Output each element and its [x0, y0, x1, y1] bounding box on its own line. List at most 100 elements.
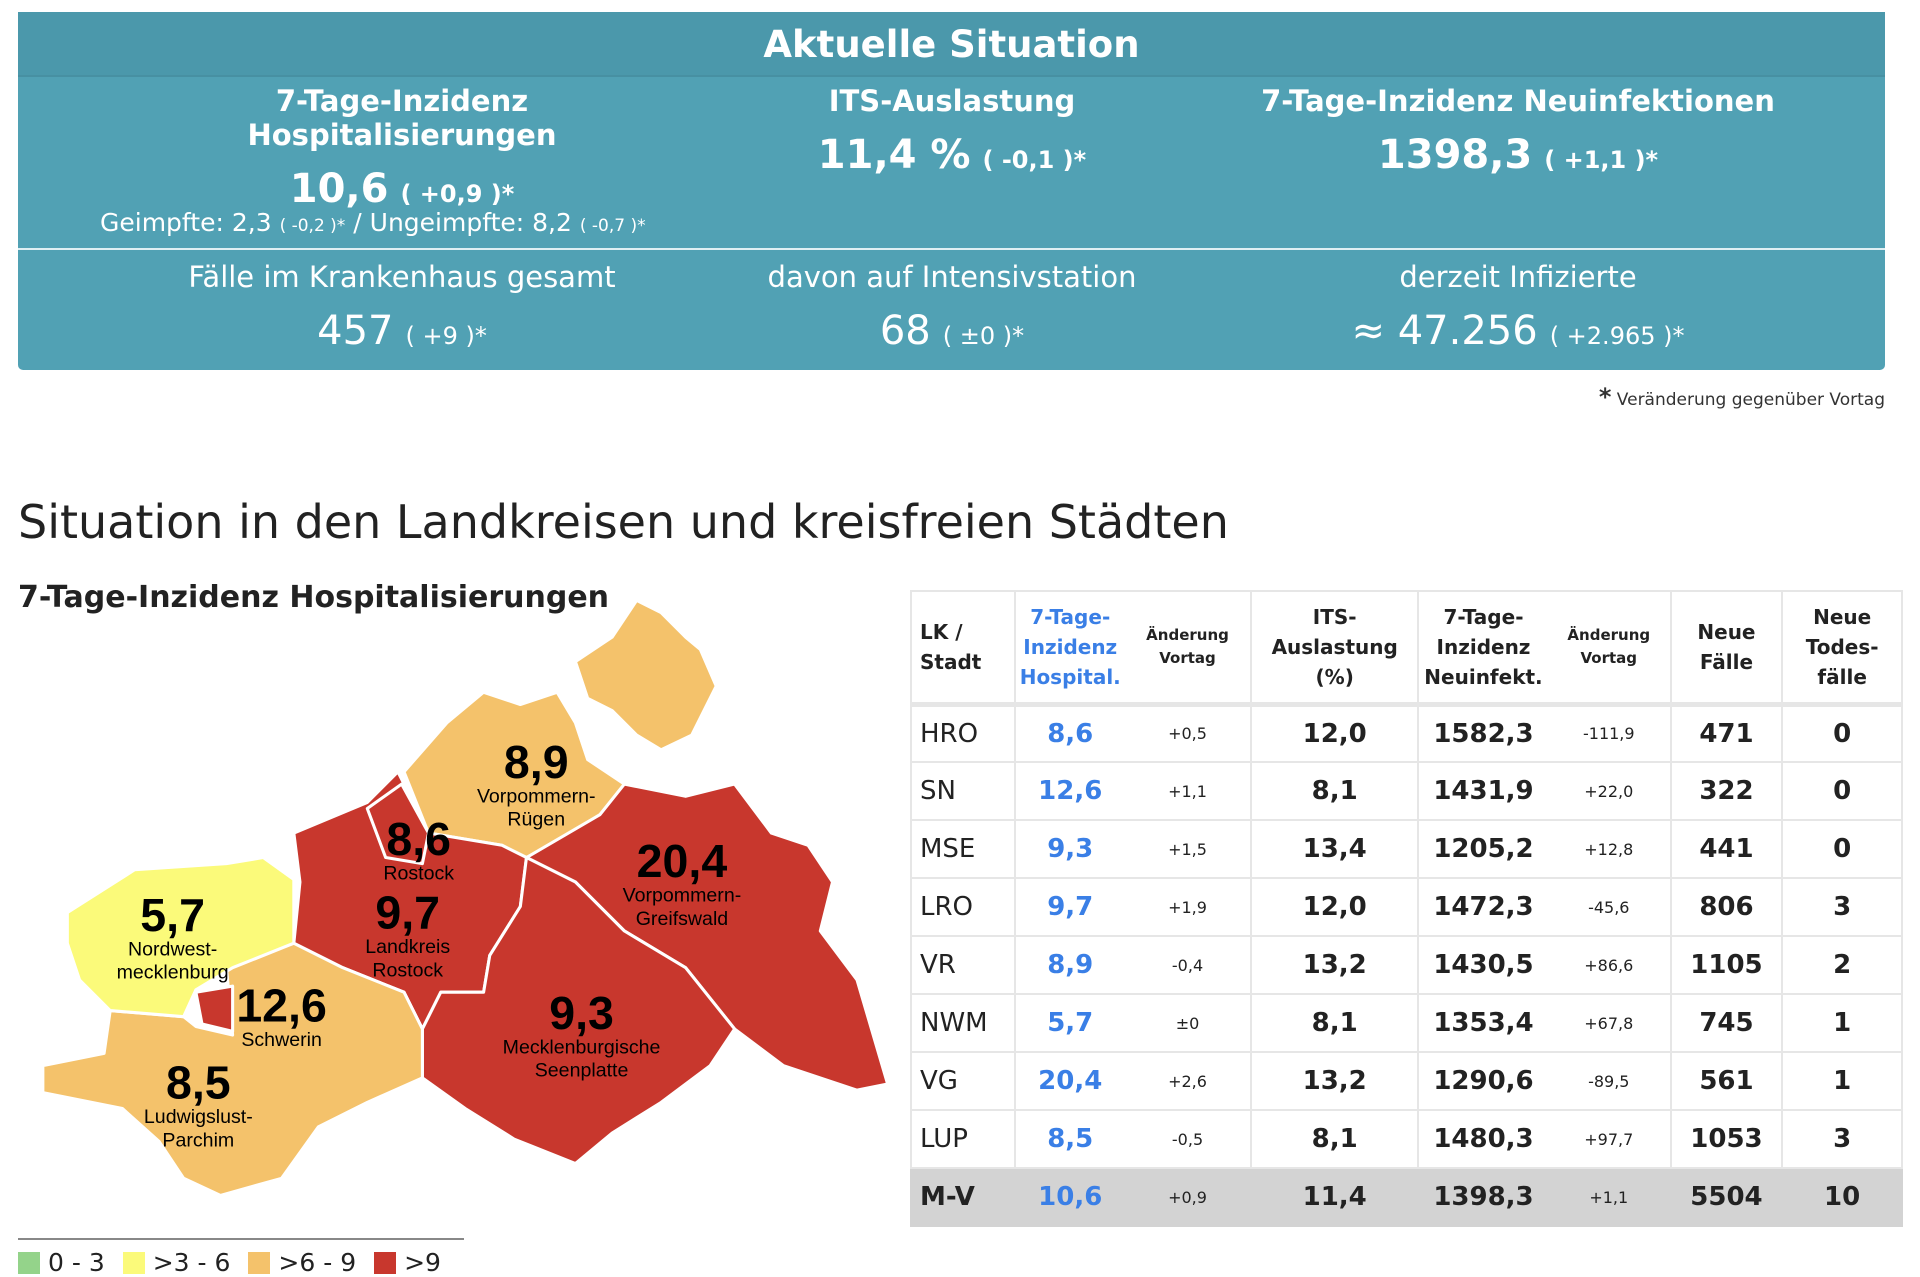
- region-name-label: Vorpommern-: [623, 885, 742, 907]
- table-cell: +1,1: [1547, 1167, 1672, 1227]
- table-row: LRO 9,7 +1,9 12,0 1472,3 -45,6 806 3: [910, 877, 1903, 937]
- table-cell: 12,0: [1250, 703, 1420, 763]
- region-name-label: Greifswald: [636, 908, 728, 930]
- map-title: 7-Tage-Inzidenz Hospitalisierungen: [18, 580, 610, 615]
- region-name-label: Vorpommern-: [477, 785, 596, 807]
- table-cell: +12,8: [1547, 819, 1672, 879]
- region-name-label: Seenplatte: [535, 1060, 629, 1082]
- header-text: Todes-: [1805, 634, 1879, 659]
- legend-item: >6 - 9: [248, 1248, 356, 1277]
- table-cell: -0,5: [1124, 1109, 1253, 1169]
- region-value-label: 5,7: [140, 889, 205, 941]
- table-row: VG 20,4 +2,6 13,2 1290,6 -89,5 561 1: [910, 1051, 1903, 1111]
- column-header-chg: Änderung Vortag: [1124, 590, 1253, 707]
- table-row: VR 8,9 -0,4 13,2 1430,5 +86,6 1105 2: [910, 935, 1903, 995]
- header-text: Neue: [1813, 604, 1872, 629]
- table-cell: 1472,3: [1417, 877, 1548, 937]
- region-rostock[interactable]: [365, 782, 431, 866]
- column-header-faelle: Neue Fälle: [1669, 590, 1784, 707]
- table-cell: HRO: [910, 703, 1016, 763]
- region-name-label: mecklenburg: [117, 962, 229, 984]
- region-schwerin[interactable]: [194, 984, 235, 1033]
- kpi-hospital-cases: Fälle im Krankenhaus gesamt 457( +9 )*: [188, 260, 616, 354]
- legend-swatch-orange: [248, 1251, 271, 1274]
- table-cell: 10,6: [1013, 1167, 1125, 1227]
- total-row: M-V 10,6 +0,9 11,4 1398,3 +1,1 5504 10: [910, 1167, 1903, 1227]
- table-cell: 1582,3: [1417, 703, 1548, 763]
- table-cell: 12,6: [1013, 761, 1125, 821]
- table-cell: 1290,6: [1417, 1051, 1548, 1111]
- header-text: LK /: [920, 619, 963, 644]
- header-text: Vortag: [1159, 648, 1216, 667]
- table-cell: 561: [1669, 1051, 1784, 1111]
- table-cell: SN: [910, 761, 1016, 821]
- region-name-label: Ludwigslust-: [144, 1106, 253, 1128]
- header-text: 7-Tage-: [1030, 604, 1111, 629]
- current-situation-panel: Aktuelle Situation 7-Tage-Inzidenz Hospi…: [18, 12, 1885, 370]
- table-cell: +2,6: [1124, 1051, 1253, 1111]
- region-name-label: Rostock: [372, 959, 443, 981]
- table-cell: 1: [1781, 993, 1903, 1053]
- region-nordwestmecklenburg[interactable]: [65, 855, 296, 1019]
- kpi-hospitalization: 7-Tage-Inzidenz Hospitalisierungen 10,6(…: [247, 84, 557, 212]
- region-name-label: Schwerin: [241, 1029, 322, 1051]
- table-cell: 1353,4: [1417, 993, 1548, 1053]
- region-value-label: 8,6: [386, 813, 451, 865]
- table-cell: 1205,2: [1417, 819, 1548, 879]
- legend-swatch-red: [374, 1251, 397, 1274]
- column-header-tod: Neue Todes-fälle: [1781, 590, 1903, 707]
- region-ruegen-island[interactable]: [573, 598, 718, 752]
- table-cell: 8,6: [1013, 703, 1125, 763]
- table-cell: -0,4: [1124, 935, 1253, 995]
- panel-title: Aktuelle Situation: [18, 12, 1885, 77]
- region-name-label: Rügen: [507, 809, 565, 831]
- table-cell: LRO: [910, 877, 1016, 937]
- divider: [18, 248, 1885, 250]
- table-cell: 322: [1669, 761, 1784, 821]
- kpi-new-infections: 7-Tage-Inzidenz Neuinfektionen 1398,3( +…: [1261, 84, 1775, 178]
- map-legend: 0 - 3 >3 - 6 >6 - 9 >9: [18, 1238, 464, 1277]
- region-value-label: 8,5: [166, 1057, 231, 1109]
- column-header-its: ITS- Auslastung (%): [1250, 590, 1420, 707]
- header-text: Änderung: [1146, 626, 1229, 645]
- header-text: Neuinfekt.: [1424, 664, 1543, 689]
- table-cell: 8,5: [1013, 1109, 1125, 1169]
- header-text: 7-Tage-: [1443, 604, 1524, 629]
- legend-swatch-yellow: [122, 1251, 145, 1274]
- region-value-label: 8,9: [504, 736, 569, 788]
- header-text: (%): [1315, 664, 1354, 689]
- kpi-icu: davon auf Intensivstation 68( ±0 )*: [767, 260, 1137, 354]
- table-cell: +1,5: [1124, 819, 1253, 879]
- header-text: Stadt: [920, 649, 982, 674]
- table-cell: LUP: [910, 1109, 1016, 1169]
- table-cell: +97,7: [1547, 1109, 1672, 1169]
- table-cell: +1,1: [1124, 761, 1253, 821]
- table-row: MSE 9,3 +1,5 13,4 1205,2 +12,8 441 0: [910, 819, 1903, 879]
- header-text: Hospital.: [1019, 664, 1121, 689]
- legend-swatch-green: [18, 1251, 40, 1274]
- table-cell: -111,9: [1547, 703, 1672, 763]
- table-cell: +86,6: [1547, 935, 1672, 995]
- column-header-chg2: Änderung Vortag: [1547, 590, 1672, 707]
- section-title: Situation in den Landkreisen und kreisfr…: [18, 495, 1229, 549]
- region-value-label: 9,7: [375, 887, 440, 939]
- table-cell: VR: [910, 935, 1016, 995]
- vaccination-breakdown: Geimpfte: 2,3 ( -0,2 )* / Ungeimpfte: 8,…: [100, 208, 646, 237]
- footnote: * Veränderung gegenüber Vortag: [1598, 383, 1885, 411]
- table-cell: 8,1: [1250, 1109, 1420, 1169]
- table-cell: 20,4: [1013, 1051, 1125, 1111]
- table-row: LUP 8,5 -0,5 8,1 1480,3 +97,7 1053 3: [910, 1109, 1903, 1169]
- table-cell: 5504: [1669, 1167, 1784, 1227]
- region-name-label: Nordwest-: [128, 938, 217, 960]
- region-mecklenburgische-seenplatte[interactable]: [420, 855, 737, 1166]
- table-cell: M-V: [910, 1167, 1016, 1227]
- table-cell: 8,1: [1250, 761, 1420, 821]
- table-cell: 745: [1669, 993, 1784, 1053]
- table-cell: 1398,3: [1417, 1167, 1548, 1227]
- header-text: Änderung: [1567, 626, 1651, 645]
- table-cell: VG: [910, 1051, 1016, 1111]
- table-cell: 10: [1781, 1167, 1903, 1227]
- legend-item: >3 - 6: [122, 1248, 230, 1277]
- table-cell: 8,9: [1013, 935, 1125, 995]
- table-cell: -89,5: [1547, 1051, 1672, 1111]
